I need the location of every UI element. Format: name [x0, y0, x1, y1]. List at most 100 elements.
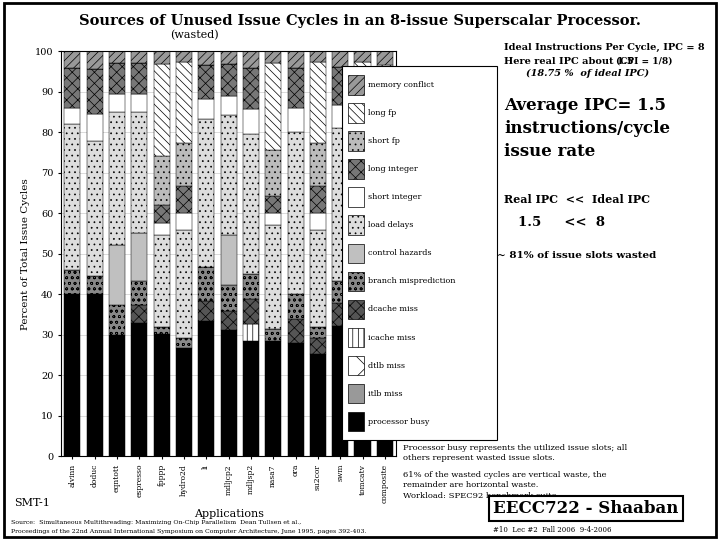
Bar [354, 207, 371, 222]
Bar [109, 335, 125, 456]
Bar [220, 310, 237, 330]
Bar [64, 51, 81, 68]
Bar [109, 63, 125, 93]
Bar [310, 62, 326, 143]
Bar [332, 105, 348, 128]
Bar [220, 51, 237, 64]
Bar [243, 299, 259, 324]
Bar [198, 119, 215, 267]
Bar [287, 343, 304, 456]
Bar [131, 233, 148, 281]
Bar [354, 51, 371, 62]
Text: long fp: long fp [368, 109, 396, 117]
Bar [377, 301, 393, 321]
Bar [310, 51, 326, 62]
Bar [243, 134, 259, 274]
Text: Ideal Instructions Per Cycle, IPC = 8: Ideal Instructions Per Cycle, IPC = 8 [504, 43, 705, 52]
Bar [287, 319, 304, 343]
Bar [354, 139, 371, 192]
Bar [354, 62, 371, 139]
Bar [220, 286, 237, 310]
Bar [109, 305, 125, 335]
Bar [354, 327, 371, 337]
Bar [332, 51, 348, 66]
Bar [287, 132, 304, 294]
Bar [332, 281, 348, 303]
Bar [131, 93, 148, 112]
Bar [109, 112, 125, 245]
Bar [377, 65, 393, 92]
Text: Proceedings of the 22nd Annual International Symposium on Computer Architecture,: Proceedings of the 22nd Annual Internati… [11, 529, 366, 534]
Bar [198, 65, 215, 98]
Text: Here real IPC about 1.5: Here real IPC about 1.5 [504, 57, 634, 66]
Text: 61% of the wasted cycles are vertical waste, the
remainder are horizontal waste.: 61% of the wasted cycles are vertical wa… [403, 471, 607, 489]
Bar [220, 235, 237, 286]
Bar [198, 51, 215, 65]
Bar [377, 51, 393, 65]
X-axis label: Applications: Applications [194, 509, 264, 518]
Text: issue rate: issue rate [504, 143, 595, 159]
Bar [153, 205, 170, 223]
Bar [332, 326, 348, 456]
Bar [243, 341, 259, 456]
Bar [243, 51, 259, 68]
Bar [287, 294, 304, 319]
Y-axis label: Percent of Total Issue Cycles: Percent of Total Issue Cycles [20, 178, 30, 330]
Text: Workload: SPEC92 benchmark suite.: Workload: SPEC92 benchmark suite. [403, 492, 559, 501]
Text: Real IPC  <<  Ideal IPC: Real IPC << Ideal IPC [504, 194, 650, 205]
Text: SMT-1: SMT-1 [14, 497, 50, 508]
Bar [377, 112, 393, 139]
Text: ~ 81% of issue slots wasted: ~ 81% of issue slots wasted [497, 251, 656, 260]
Bar [377, 139, 393, 159]
Bar [377, 92, 393, 112]
Bar [86, 51, 103, 69]
Text: (wasted): (wasted) [170, 30, 219, 40]
Text: dcache miss: dcache miss [368, 306, 418, 313]
Bar [243, 68, 259, 109]
Text: load delays: load delays [368, 221, 413, 229]
Bar [332, 303, 348, 326]
Bar [354, 222, 371, 327]
Bar [220, 96, 237, 114]
Bar [332, 66, 348, 105]
Bar [265, 225, 282, 329]
Bar [64, 108, 81, 124]
Bar [310, 338, 326, 354]
Bar [354, 192, 371, 207]
Bar [153, 64, 170, 156]
Bar [176, 338, 192, 348]
Bar [310, 213, 326, 230]
Text: instructions/cycle: instructions/cycle [504, 120, 670, 137]
Text: itlb miss: itlb miss [368, 390, 402, 397]
Text: processor busy: processor busy [368, 418, 429, 426]
Bar [265, 329, 282, 341]
Bar [377, 321, 393, 328]
Text: 1.5     <<  8: 1.5 << 8 [518, 216, 606, 229]
Bar [176, 230, 192, 338]
Bar [220, 330, 237, 456]
Text: (18.75 %  of ideal IPC): (18.75 % of ideal IPC) [526, 69, 649, 78]
Bar [131, 323, 148, 456]
Text: Processor busy represents the utilized issue slots; all
others represent wasted : Processor busy represents the utilized i… [403, 444, 627, 462]
Bar [287, 51, 304, 68]
Text: Sources of Unused Issue Cycles in an 8-issue Superscalar Processor.: Sources of Unused Issue Cycles in an 8-i… [79, 14, 641, 28]
Text: branch misprediction: branch misprediction [368, 278, 456, 285]
Bar [332, 128, 348, 281]
Bar [243, 109, 259, 134]
Bar [131, 51, 148, 63]
Bar [265, 150, 282, 196]
Bar [153, 235, 170, 327]
Bar [176, 62, 192, 143]
Bar [220, 64, 237, 96]
Text: EECC722 - Shaaban: EECC722 - Shaaban [493, 501, 678, 517]
Bar [220, 114, 237, 235]
Bar [64, 270, 81, 294]
Bar [176, 348, 192, 456]
Bar [287, 108, 304, 132]
Text: icache miss: icache miss [368, 334, 415, 341]
Bar [310, 327, 326, 338]
Bar [243, 324, 259, 341]
Bar [265, 213, 282, 225]
Bar [109, 51, 125, 63]
Bar [176, 213, 192, 230]
